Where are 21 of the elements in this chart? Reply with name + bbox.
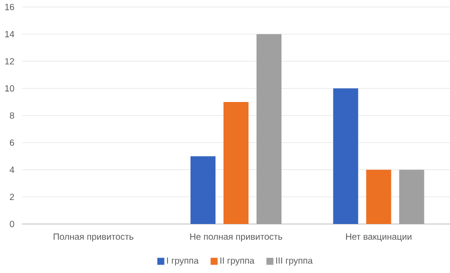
legend-label: I группа	[167, 257, 199, 266]
legend-label: II группа	[220, 257, 254, 266]
bar	[399, 170, 424, 224]
y-tick-label: 0	[10, 220, 14, 228]
y-tick-label: 6	[10, 139, 14, 146]
x-tick-label: Нет вакцинации	[346, 234, 412, 242]
y-tick-label: 12	[5, 58, 14, 64]
y-tick-label: 14	[5, 31, 14, 38]
y-tick-label: 16	[5, 4, 14, 10]
bar	[190, 156, 216, 224]
bar	[366, 170, 392, 224]
y-tick-label: 10	[5, 85, 14, 92]
y-tick-label: 4	[10, 166, 14, 173]
x-tick-label: Полная привитость	[54, 234, 134, 242]
y-tick-label: 2	[10, 194, 14, 200]
y-tick-label: 8	[10, 112, 14, 119]
bar	[256, 34, 282, 224]
legend-label: III группа	[276, 257, 313, 266]
bar	[224, 102, 249, 224]
x-tick-label: Не полная привитость	[190, 234, 282, 242]
bar	[333, 88, 358, 224]
